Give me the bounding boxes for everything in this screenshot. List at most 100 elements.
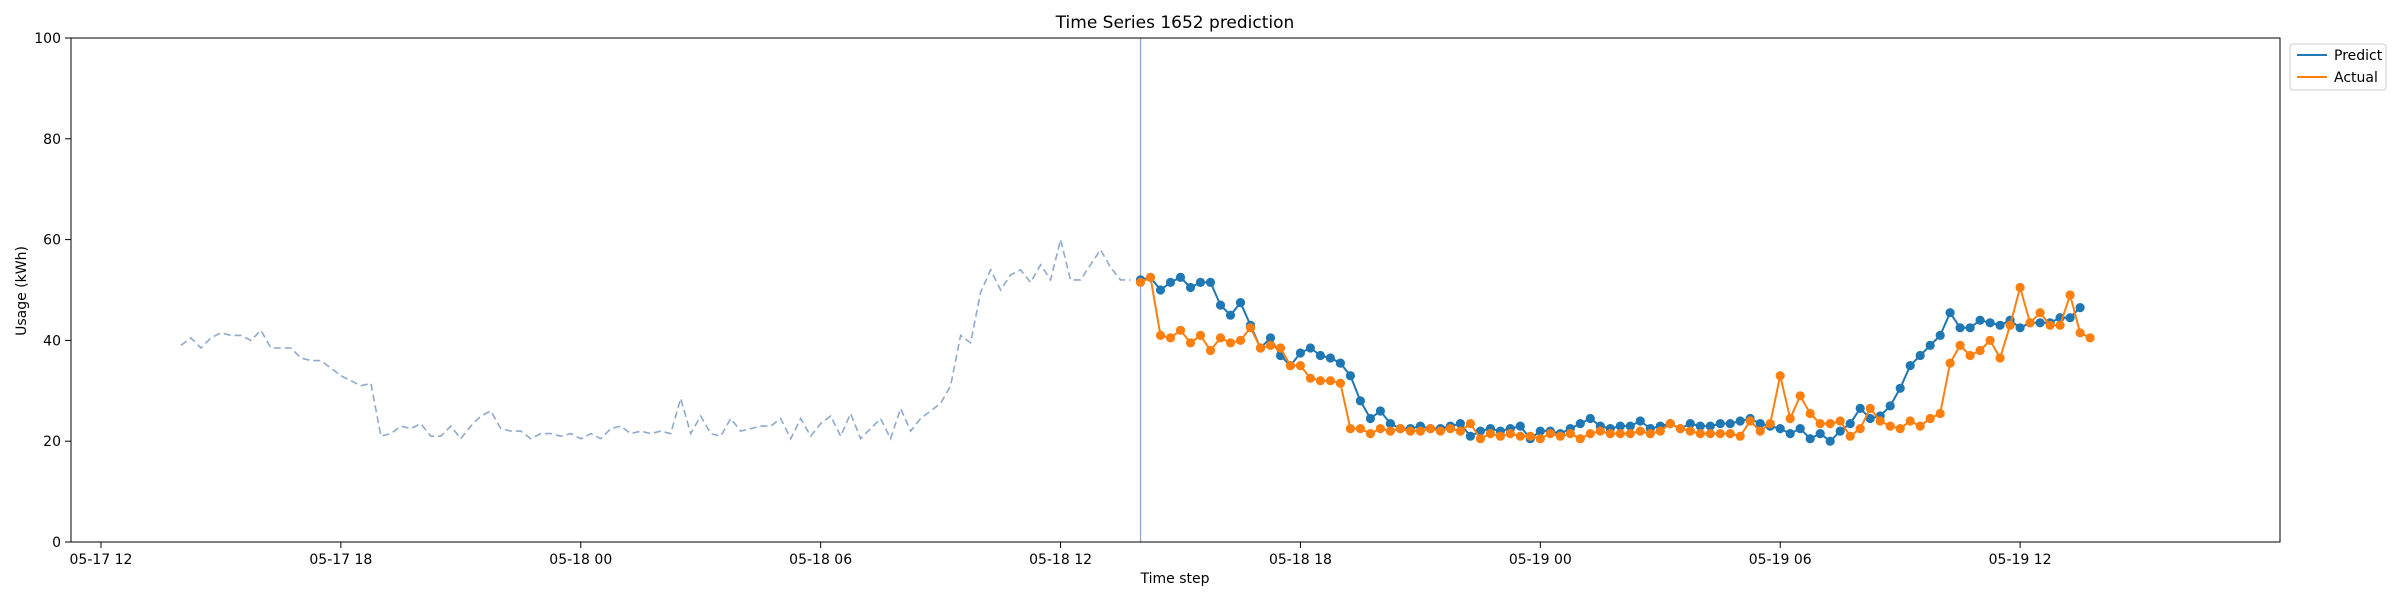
actual-point <box>1815 419 1825 429</box>
predict-point <box>1375 406 1385 416</box>
actual-point <box>1605 429 1615 439</box>
actual-point <box>1345 424 1355 434</box>
predict-point <box>1625 421 1635 431</box>
legend-predict-label: Predict <box>2334 48 2383 64</box>
actual-point <box>1565 429 1575 439</box>
actual-point <box>1695 429 1705 439</box>
actual-point <box>1715 429 1725 439</box>
actual-point <box>1465 419 1475 429</box>
y-tick-label: 40 <box>43 333 61 349</box>
actual-point <box>1175 325 1186 335</box>
actual-point <box>1915 421 1925 431</box>
actual-point <box>1295 361 1305 371</box>
actual-point <box>1935 408 1945 419</box>
y-tick-label: 60 <box>43 233 61 249</box>
actual-point <box>2035 308 2045 318</box>
actual-point <box>1955 340 1965 350</box>
predict-point <box>1265 333 1276 343</box>
predict-point <box>1175 272 1186 282</box>
actual-point <box>1895 424 1905 434</box>
actual-point <box>1335 378 1345 388</box>
actual-point <box>1625 429 1635 439</box>
actual-point <box>2045 320 2055 330</box>
predict-point <box>1935 330 1945 340</box>
actual-point <box>1475 434 1485 444</box>
actual-point <box>1805 408 1815 419</box>
actual-point <box>1315 376 1325 386</box>
predict-point <box>1475 426 1485 436</box>
predict-point <box>1885 401 1895 411</box>
x-tick-label: 05-19 12 <box>1989 552 2052 568</box>
actual-point <box>1975 345 1985 356</box>
actual-point <box>1845 431 1855 441</box>
actual-point <box>1405 426 1415 436</box>
actual-point <box>1785 413 1795 424</box>
predict-point <box>1695 421 1705 431</box>
legend: Predict Actual <box>2289 43 2387 91</box>
actual-point <box>1415 426 1425 436</box>
actual-point <box>1745 416 1755 426</box>
actual-point <box>1525 431 1535 441</box>
predict-point <box>1195 277 1206 287</box>
predict-point <box>1465 431 1475 441</box>
predict-point <box>1815 429 1825 439</box>
actual-point <box>1255 343 1266 353</box>
predict-point <box>2065 313 2075 323</box>
actual-point <box>1855 424 1865 434</box>
predict-point <box>1795 424 1805 434</box>
actual-point <box>1375 424 1385 434</box>
predict-point <box>2035 318 2045 328</box>
actual-point <box>1515 431 1525 441</box>
actual-point <box>1615 429 1625 439</box>
actual-point <box>1835 416 1845 426</box>
actual-point <box>1535 434 1545 444</box>
actual-point <box>2025 318 2035 328</box>
x-tick-label: 05-17 18 <box>309 552 372 568</box>
actual-point <box>1925 413 1935 424</box>
predict-point <box>1755 419 1765 429</box>
y-axis-title: Usage (kWh) <box>14 246 30 336</box>
predict-point <box>1315 350 1325 361</box>
actual-point <box>1435 426 1445 436</box>
actual-point <box>1205 345 1216 356</box>
predict-point <box>1335 358 1345 368</box>
predict-point <box>1805 434 1815 444</box>
actual-point <box>1445 424 1455 434</box>
predict-point <box>1705 421 1715 431</box>
actual-point <box>1635 426 1645 436</box>
predict-point <box>1785 429 1795 439</box>
predict-point <box>1235 298 1246 308</box>
actual-point <box>1675 424 1685 434</box>
predict-point <box>1325 353 1335 363</box>
actual-point <box>1665 419 1675 429</box>
actual-point <box>1595 426 1605 436</box>
predict-point <box>1995 320 2005 330</box>
predict-point <box>1365 413 1375 424</box>
chart-title: Time Series 1652 prediction <box>1055 13 1295 33</box>
actual-point <box>1495 431 1505 441</box>
predict-point <box>1455 419 1465 429</box>
predict-point <box>1225 310 1236 320</box>
actual-point <box>1875 416 1885 426</box>
actual-point <box>1905 416 1915 426</box>
actual-point <box>1305 373 1315 383</box>
predict-point <box>1165 277 1176 287</box>
actual-point <box>2065 290 2075 300</box>
actual-point <box>1775 371 1785 381</box>
actual-point <box>1765 419 1775 429</box>
predict-point <box>1845 419 1855 429</box>
actual-point <box>2055 320 2065 330</box>
predict-point <box>1835 426 1845 436</box>
actual-point <box>1735 431 1745 441</box>
predict-point <box>1925 340 1935 350</box>
x-tick-label: 05-19 00 <box>1509 552 1572 568</box>
predict-point <box>1385 419 1395 429</box>
predict-point <box>1185 282 1196 293</box>
predict-point <box>1735 416 1745 426</box>
actual-point <box>1385 426 1395 436</box>
predict-point <box>1635 416 1645 426</box>
predict-point <box>1915 350 1925 361</box>
plot-frame <box>70 37 2281 543</box>
actual-point <box>1865 403 1875 413</box>
